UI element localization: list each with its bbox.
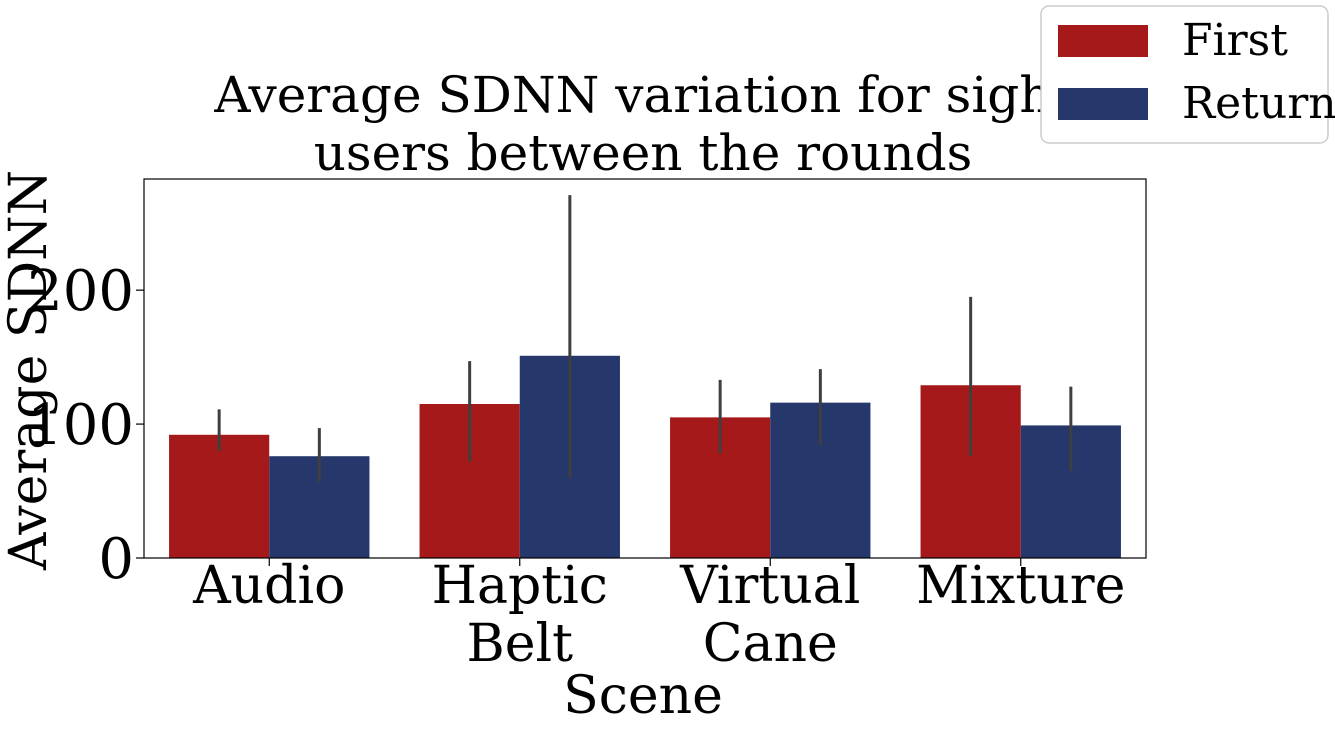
legend-label: First <box>1182 15 1288 66</box>
y-axis-label: Average SDNN <box>0 170 59 571</box>
y-axis-ticks: 0 100 200 <box>27 259 144 592</box>
legend-swatch <box>1058 25 1148 57</box>
x-tick-label: Audio <box>192 556 345 616</box>
y-tick-label: 100 <box>27 393 134 458</box>
x-tick-label: Mixture <box>916 556 1125 616</box>
y-tick-label: 0 <box>98 527 134 592</box>
legend-swatch <box>1058 88 1148 120</box>
x-axis-label: Scene <box>563 666 723 726</box>
error-bars-layer <box>217 195 1073 482</box>
plot-frame <box>143 178 1147 559</box>
y-tick-label: 200 <box>27 259 134 324</box>
x-tick-label: Belt <box>466 614 573 674</box>
chart-title-line: Average SDNN variation for sight <box>213 66 1071 124</box>
legend-label: Return <box>1182 78 1335 129</box>
legend: First Return <box>1040 5 1335 144</box>
x-tick-label: Haptic <box>432 556 608 616</box>
chart-title-line: users between the rounds <box>314 124 973 182</box>
bar <box>169 434 270 558</box>
x-tick-label: Virtual <box>679 556 860 616</box>
x-tick-label: Cane <box>703 614 838 674</box>
bars-layer <box>169 355 1121 558</box>
